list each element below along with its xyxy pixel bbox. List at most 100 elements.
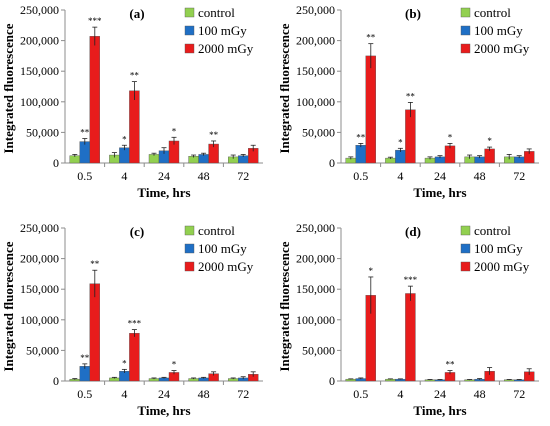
x-tick-label: 72 (513, 387, 525, 401)
x-tick-label: 72 (237, 169, 249, 183)
y-tick-label: 0 (329, 374, 335, 388)
significance-mark: ** (356, 132, 366, 142)
significance-mark: *** (88, 16, 102, 26)
x-tick-label: 24 (434, 169, 446, 183)
y-tick-label: 0 (53, 156, 59, 170)
y-tick-label: 200,000 (20, 34, 59, 48)
legend-swatch (184, 225, 195, 236)
significance-mark: * (172, 126, 177, 136)
y-tick-label: 150,000 (296, 64, 335, 78)
legend-label: control (198, 223, 235, 238)
significance-mark: ** (80, 353, 90, 363)
legend-swatch (460, 243, 471, 254)
x-axis-title: Time, hrs (413, 403, 466, 418)
bar-100-mgy (198, 154, 209, 164)
legend-swatch (460, 43, 471, 54)
y-tick-label: 250,000 (20, 3, 59, 17)
legend-swatch (460, 7, 471, 18)
legend-label: control (198, 5, 235, 20)
significance-mark: ** (80, 128, 90, 138)
x-tick-label: 24 (158, 387, 170, 401)
x-tick-label: 4 (397, 387, 403, 401)
significance-mark: ** (446, 360, 456, 370)
y-tick-label: 50,000 (302, 343, 335, 357)
bar-2000-mgy (365, 55, 376, 164)
panel-label: (c) (130, 224, 144, 239)
y-tick-label: 100,000 (20, 95, 59, 109)
y-tick-label: 150,000 (20, 64, 59, 78)
bar-100-mgy (355, 145, 366, 164)
x-tick-label: 4 (397, 169, 403, 183)
y-axis-title: Integrated fluorescence (1, 241, 16, 371)
x-tick-label: 72 (237, 387, 249, 401)
y-tick-label: 150,000 (296, 282, 335, 296)
legend-label: 100 mGy (198, 241, 247, 256)
x-tick-label: 4 (121, 169, 127, 183)
y-tick-label: 250,000 (20, 221, 59, 235)
legend-swatch (184, 261, 195, 272)
y-tick-label: 100,000 (296, 95, 335, 109)
y-tick-label: 100,000 (20, 313, 59, 327)
chart-panel-c: 0 50,000 100,000 150,000 200,000 250,000 Integ… (1, 221, 263, 418)
legend-label: 100 mGy (474, 241, 523, 256)
significance-mark: ** (406, 91, 416, 101)
significance-mark: * (172, 360, 177, 370)
panel-label: (d) (405, 224, 421, 239)
legend-label: control (474, 5, 511, 20)
significance-mark: * (369, 266, 374, 276)
y-tick-label: 50,000 (302, 125, 335, 139)
x-tick-label: 0.5 (77, 387, 92, 401)
y-tick-label: 250,000 (296, 3, 335, 17)
significance-mark: ** (209, 130, 219, 140)
y-tick-label: 250,000 (296, 221, 335, 235)
significance-mark: ** (90, 259, 100, 269)
x-tick-label: 48 (198, 387, 210, 401)
y-tick-label: 50,000 (26, 125, 59, 139)
bar-2000-mgy (129, 90, 140, 164)
y-tick-label: 200,000 (20, 252, 59, 266)
x-tick-label: 48 (474, 169, 486, 183)
legend-swatch (460, 261, 471, 272)
bar-control (148, 154, 160, 164)
bar-2000-mgy (89, 283, 101, 382)
y-axis-title: Integrated fluorescence (1, 23, 16, 153)
panel-label: (a) (129, 6, 144, 21)
bar-2000-mgy (405, 109, 416, 164)
legend-swatch (460, 225, 471, 236)
significance-mark: *** (404, 275, 418, 285)
legend-label: 2000 mGy (198, 41, 254, 56)
significance-mark: * (122, 134, 127, 144)
panel-label: (b) (405, 6, 421, 21)
significance-mark: ** (130, 71, 140, 81)
x-axis-title: Time, hrs (413, 185, 466, 200)
bar-2000-mgy (89, 36, 101, 164)
significance-mark: *** (128, 319, 142, 329)
legend-swatch (184, 7, 195, 18)
significance-mark: * (122, 358, 127, 368)
significance-mark: * (398, 137, 403, 147)
y-tick-label: 50,000 (26, 343, 59, 357)
x-tick-label: 48 (198, 169, 210, 183)
significance-mark: * (448, 132, 453, 142)
x-tick-label: 0.5 (353, 169, 368, 183)
legend-label: 100 mGy (474, 23, 523, 38)
bar-100-mgy (79, 141, 91, 164)
y-tick-label: 150,000 (20, 282, 59, 296)
legend-swatch (184, 25, 195, 36)
x-tick-label: 0.5 (353, 387, 368, 401)
y-tick-label: 200,000 (296, 252, 335, 266)
x-tick-label: 24 (158, 169, 170, 183)
y-tick-label: 0 (329, 156, 335, 170)
legend-label: 2000 mGy (474, 259, 530, 274)
legend-label: control (474, 223, 511, 238)
y-axis-title: Integrated fluorescence (277, 23, 292, 153)
x-tick-label: 4 (121, 387, 127, 401)
x-tick-label: 0.5 (77, 169, 92, 183)
x-tick-label: 48 (474, 387, 486, 401)
bar-100-mgy (395, 149, 406, 164)
legend-swatch (460, 25, 471, 36)
chart-panel-b: 0 50,000 100,000 150,000 200,000 250,000 Integ… (277, 3, 539, 200)
significance-mark: * (487, 136, 492, 146)
legend-swatch (184, 43, 195, 54)
